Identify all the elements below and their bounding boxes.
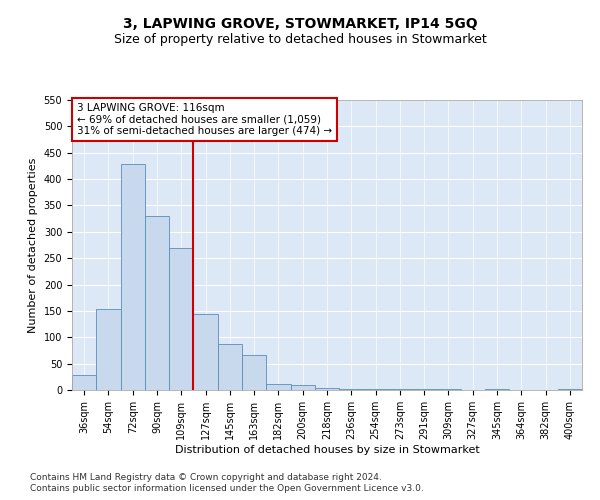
Text: Contains public sector information licensed under the Open Government Licence v3: Contains public sector information licen… <box>30 484 424 493</box>
Bar <box>290 386 315 390</box>
Bar <box>193 314 218 390</box>
Bar <box>121 164 145 390</box>
Text: 3, LAPWING GROVE, STOWMARKET, IP14 5GQ: 3, LAPWING GROVE, STOWMARKET, IP14 5GQ <box>122 18 478 32</box>
Text: Contains HM Land Registry data © Crown copyright and database right 2024.: Contains HM Land Registry data © Crown c… <box>30 472 382 482</box>
Y-axis label: Number of detached properties: Number of detached properties <box>28 158 38 332</box>
Bar <box>266 384 290 390</box>
Text: Size of property relative to detached houses in Stowmarket: Size of property relative to detached ho… <box>113 32 487 46</box>
Text: 3 LAPWING GROVE: 116sqm
← 69% of detached houses are smaller (1,059)
31% of semi: 3 LAPWING GROVE: 116sqm ← 69% of detache… <box>77 103 332 136</box>
Bar <box>72 375 96 390</box>
Bar <box>169 248 193 390</box>
Bar <box>242 354 266 390</box>
Bar <box>315 388 339 390</box>
Bar <box>218 344 242 390</box>
Bar <box>96 310 121 390</box>
Bar <box>145 216 169 390</box>
X-axis label: Distribution of detached houses by size in Stowmarket: Distribution of detached houses by size … <box>175 444 479 454</box>
